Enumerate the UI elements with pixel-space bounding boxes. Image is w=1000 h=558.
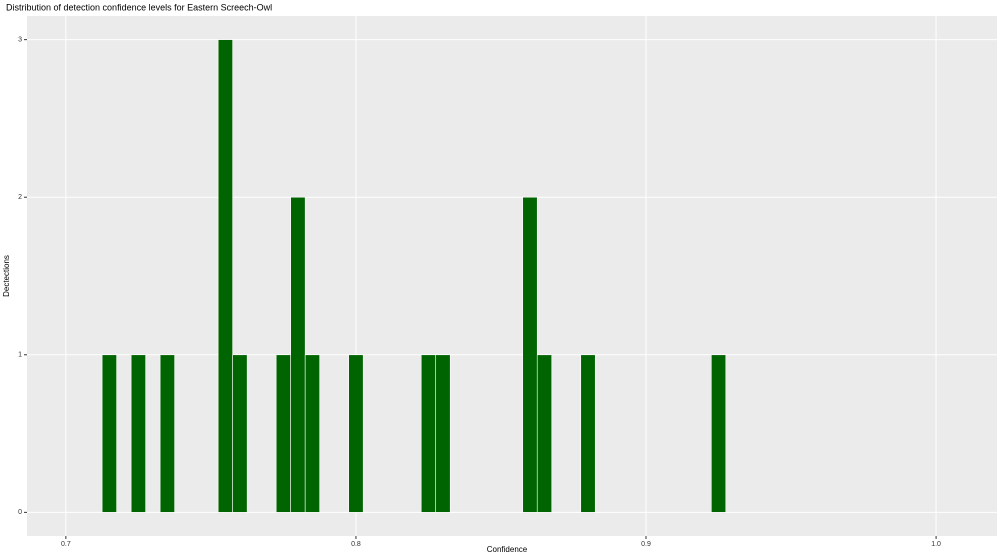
y-axis-label: Dectections [2, 255, 11, 297]
bar [522, 196, 538, 513]
x-tick-label: 0.8 [351, 541, 361, 548]
bar [232, 354, 248, 513]
x-tick-label: 0.7 [61, 541, 71, 548]
bar [290, 196, 306, 513]
bar [710, 354, 727, 513]
bar [348, 354, 364, 513]
bar [130, 354, 146, 513]
bar [217, 39, 233, 513]
plot-panel [27, 16, 997, 536]
y-tick-label: 1 [18, 352, 22, 359]
bar [435, 354, 451, 513]
y-tick-label: 3 [18, 36, 22, 43]
bar [580, 354, 596, 513]
chart-title: Distribution of detection confidence lev… [6, 2, 272, 12]
x-tick-label: 0.9 [641, 541, 651, 548]
bar [275, 354, 291, 513]
y-tick-label: 2 [18, 194, 22, 201]
x-tick-label: 1.0 [931, 541, 941, 548]
bar [536, 354, 553, 513]
x-axis-label: Confidence [487, 545, 528, 554]
bar [304, 354, 320, 513]
y-tick-label: 0 [18, 509, 22, 516]
bar [101, 354, 117, 513]
bar [420, 354, 437, 513]
bar [159, 354, 175, 513]
